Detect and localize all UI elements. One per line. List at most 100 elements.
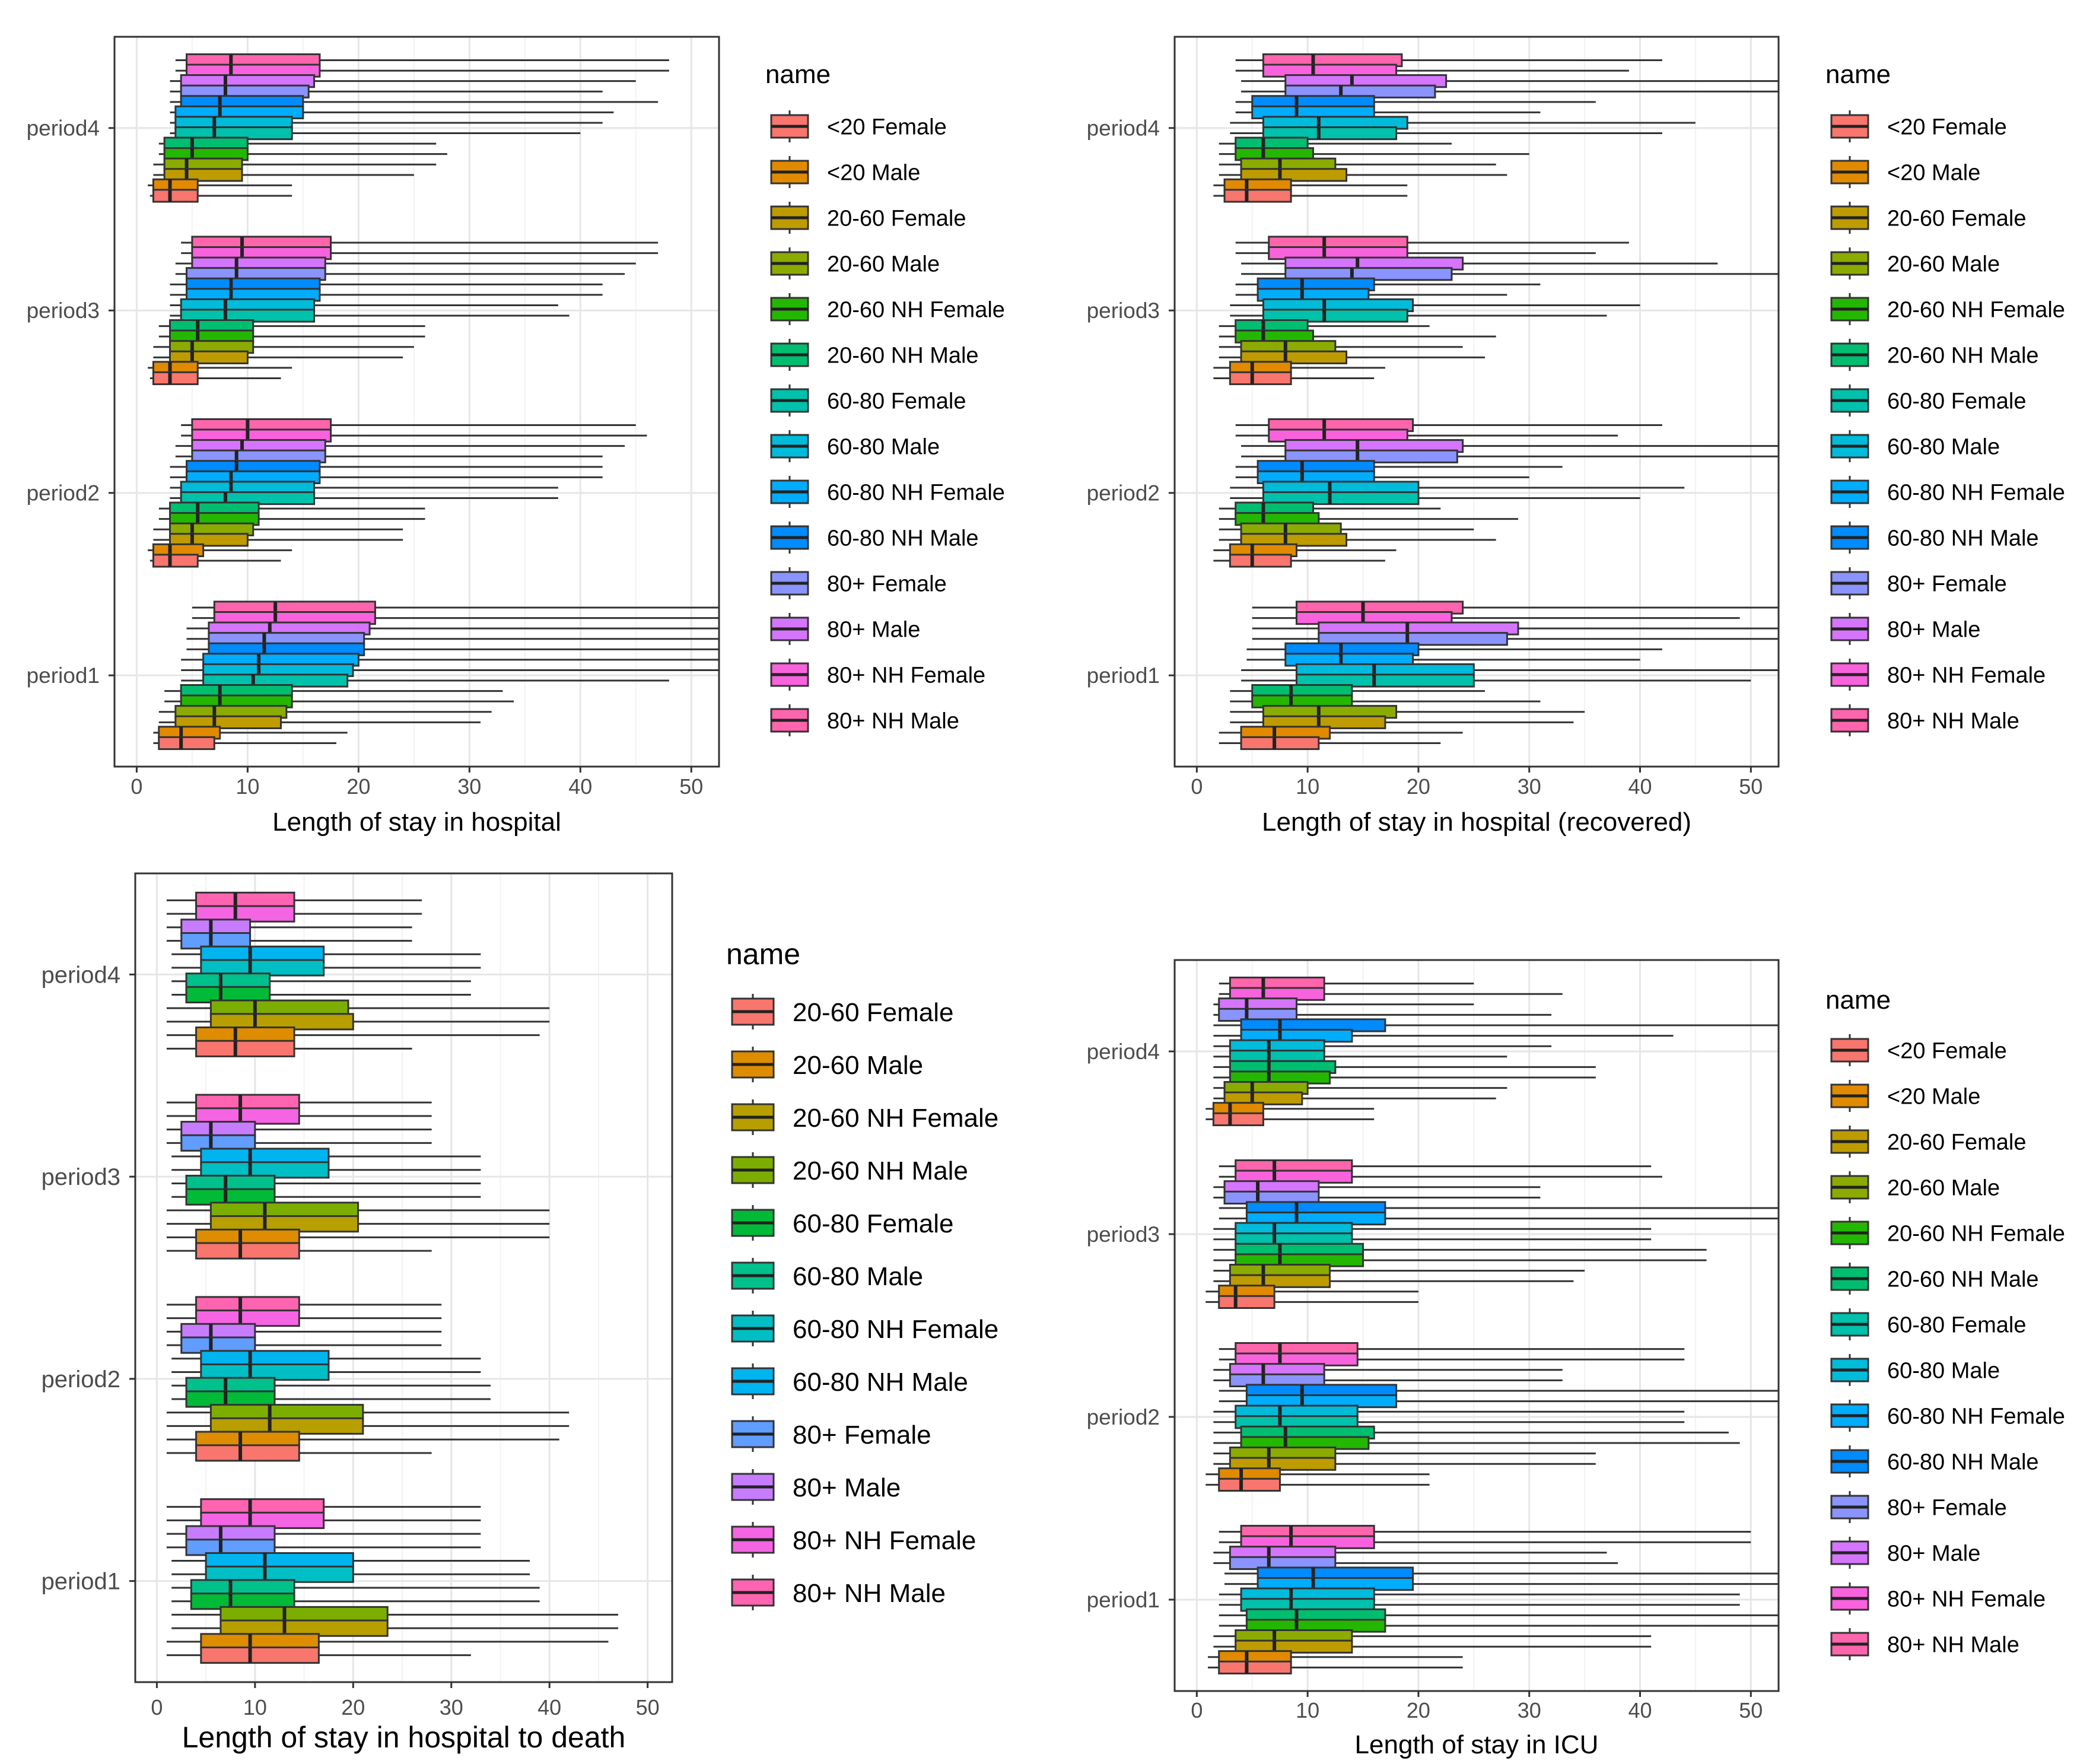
legend-label: 80+ NH Male <box>793 1579 946 1608</box>
legend-label: 80+ NH Female <box>1887 663 2046 688</box>
box-period4-2 <box>166 1013 550 1031</box>
x-tick-label: 10 <box>1296 1698 1319 1722</box>
box-period2-7 <box>170 481 558 495</box>
box-group-period4 <box>166 891 550 1057</box>
box-period4-0 <box>150 189 292 203</box>
legend-label: 60-80 Male <box>1887 435 2000 460</box>
legend-label: <20 Male <box>1887 161 1980 186</box>
legend-item: 60-80 NH Female <box>1830 1400 2065 1432</box>
panel-border <box>134 872 673 1683</box>
legend-label: <20 Female <box>1887 1039 2007 1064</box>
box-body <box>163 168 243 182</box>
legend-item: 20-60 NH Male <box>770 339 979 371</box>
legend-label: <20 Female <box>1887 115 2007 140</box>
legend-item: 80+ NH Female <box>731 1522 976 1558</box>
box-body <box>1240 350 1348 364</box>
legend-label: 60-80 NH Male <box>1887 1450 2039 1475</box>
box-period1-11 <box>1252 621 1779 635</box>
box-period3-10 <box>1241 267 1779 281</box>
legend-item: 20-60 Female <box>1830 202 2026 234</box>
box-period3-5 <box>1219 319 1430 333</box>
box-body <box>200 1647 320 1664</box>
box-period1-2 <box>158 715 481 729</box>
legend-item: 80+ Male <box>1830 613 1980 645</box>
legend-label: 20-60 NH Female <box>1887 1222 2065 1247</box>
box-period1-0 <box>1208 1660 1463 1675</box>
box-period2-9 <box>1235 460 1563 474</box>
box-period3-8 <box>1219 1211 1779 1226</box>
legend-label: 80+ Female <box>1887 1496 2007 1521</box>
legend-label: 80+ NH Female <box>827 663 985 688</box>
box-period3-12 <box>181 246 659 260</box>
y-tick-label: period3 <box>42 1164 120 1190</box>
legend-item: 80+ Female <box>1830 1491 2007 1523</box>
box-period2-0 <box>150 554 281 568</box>
legend: name <20 Female <20 Male 20-60 Female 20-60 … <box>1825 60 2065 736</box>
legend-item: 80+ Male <box>731 1469 901 1505</box>
box-body <box>1229 554 1292 568</box>
box-period3-12 <box>1235 246 1596 260</box>
x-tick-label: 20 <box>1407 1698 1430 1722</box>
box-period3-4 <box>1213 1253 1707 1267</box>
legend-item: <20 Male <box>770 156 920 188</box>
legend-item: <20 Female <box>770 110 947 142</box>
legend-item: 60-80 NH Female <box>770 476 1005 508</box>
legend-label: 60-80 NH Female <box>1887 1404 2065 1429</box>
box-period2-13 <box>1235 418 1662 433</box>
legend-label: 60-80 NH Male <box>793 1368 968 1397</box>
grid <box>1175 960 1779 1691</box>
y-tick-label: period3 <box>1087 1222 1160 1247</box>
box-period3-5 <box>1213 1242 1707 1257</box>
box-body <box>1218 1477 1281 1492</box>
legend-item: 60-80 NH Female <box>1830 476 2065 508</box>
legend-label: 20-60 Female <box>1887 1130 2026 1155</box>
chart-3: 0 10 20 30 40 50 period4 period3 period2 period1 L… <box>42 872 998 1754</box>
box-group-period3 <box>166 1094 550 1260</box>
legend-label: 80+ Male <box>1887 1541 1980 1566</box>
legend-item: 20-60 NH Male <box>1830 1263 2039 1295</box>
legend-label: 80+ Female <box>1887 572 2007 597</box>
legend-title: name <box>726 937 800 971</box>
box-period2-6 <box>1230 491 1640 506</box>
y-tick-label: period4 <box>1087 1040 1160 1064</box>
x-tick-label: 20 <box>1407 774 1430 799</box>
box-period1-3 <box>1230 705 1585 719</box>
box-period2-3 <box>153 522 403 536</box>
box-period2-11 <box>1213 1363 1563 1377</box>
legend-item: 20-60 NH Female <box>1830 1217 2065 1249</box>
legend-item: 60-80 NH Male <box>1830 1445 2039 1477</box>
y-tick-label: period2 <box>27 481 100 506</box>
box-period2-2 <box>1219 533 1496 547</box>
legend-item: 80+ NH Female <box>770 659 985 691</box>
box-period4-0 <box>1205 1112 1375 1127</box>
box-body <box>174 715 282 729</box>
legend-label: 20-60 NH Male <box>1887 1267 2039 1292</box>
box-period4-2 <box>153 168 414 182</box>
box-body <box>152 189 199 203</box>
box-period1-0 <box>153 736 336 751</box>
legend-item: 80+ Female <box>1830 567 2007 599</box>
box-body <box>158 736 215 751</box>
legend-title: name <box>765 60 831 89</box>
x-tick-label: 40 <box>537 1695 561 1719</box>
box-period4-0 <box>166 1040 412 1057</box>
box-period4-6 <box>1213 1050 1507 1064</box>
box-period1-2 <box>1213 1639 1652 1654</box>
box-body <box>195 1242 300 1260</box>
box-period1-6 <box>1241 673 1751 688</box>
box-period2-5 <box>1213 1425 1729 1440</box>
box-period3-0 <box>1213 371 1375 386</box>
box-period2-1 <box>1205 1467 1430 1482</box>
box-period1-4 <box>164 694 514 708</box>
box-period3-4 <box>1219 329 1496 344</box>
box-period3-6 <box>1213 1232 1652 1247</box>
legend: name <20 Female <20 Male 20-60 Female 20-60 … <box>1825 986 2065 1660</box>
box-body <box>1218 1295 1275 1310</box>
box-group-period4 <box>1205 976 1779 1127</box>
x-tick-label: 10 <box>243 1695 267 1719</box>
box-period1-0 <box>1219 736 1441 751</box>
box-group-period2 <box>1205 1342 1779 1492</box>
legend-item: 80+ NH Male <box>1830 704 2019 736</box>
x-tick-label: 40 <box>1628 1698 1652 1722</box>
y-tick-label: period2 <box>42 1366 120 1393</box>
